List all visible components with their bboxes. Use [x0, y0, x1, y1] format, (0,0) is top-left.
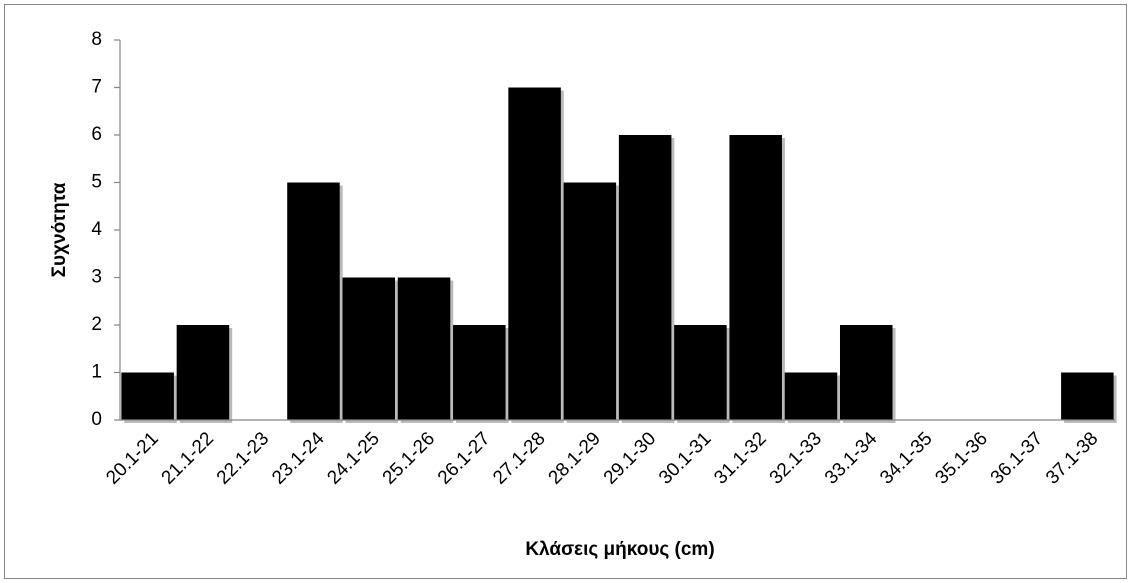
bar	[453, 325, 506, 420]
y-tick-label: 8	[91, 29, 102, 50]
bar	[508, 87, 561, 420]
y-tick-label: 7	[91, 77, 102, 98]
bar	[342, 277, 396, 420]
x-axis-title: Κλάσεις μήκους (cm)	[525, 539, 714, 560]
y-tick-label: 5	[91, 172, 102, 193]
y-tick-label: 4	[91, 219, 102, 240]
bar	[176, 325, 230, 420]
bar	[563, 182, 617, 420]
y-tick-label: 1	[91, 362, 102, 383]
y-axis-title: Συχνότητα	[49, 182, 70, 277]
bar	[1061, 372, 1114, 420]
bar	[121, 372, 174, 420]
bar	[839, 325, 893, 420]
y-tick-label: 3	[91, 267, 102, 288]
bar	[784, 372, 838, 420]
y-tick-label: 0	[91, 409, 102, 430]
bar	[674, 325, 727, 420]
bar	[729, 135, 782, 420]
bar	[618, 135, 672, 420]
bar	[397, 277, 451, 420]
y-tick-label: 6	[91, 124, 102, 145]
y-tick-label: 2	[91, 314, 102, 335]
bar	[287, 182, 340, 420]
